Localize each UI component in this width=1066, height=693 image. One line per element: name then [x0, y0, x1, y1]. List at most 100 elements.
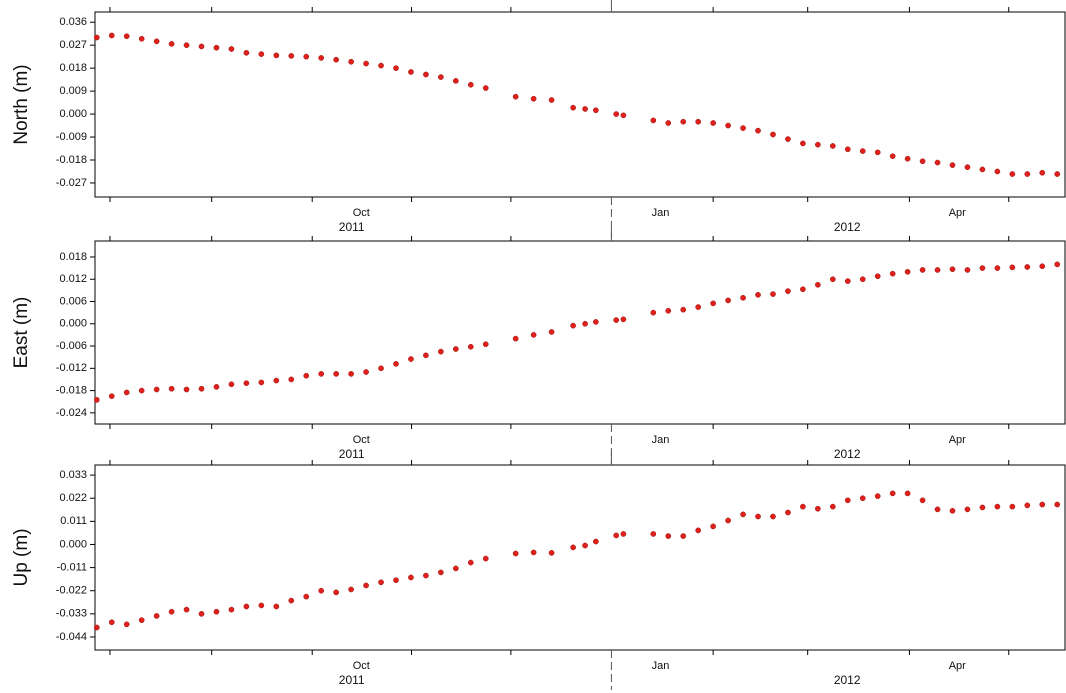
y-tick-label: -0.027 [56, 177, 87, 189]
data-point [770, 131, 776, 138]
data-point [919, 497, 926, 504]
data-point [452, 565, 459, 572]
data-point [258, 51, 265, 57]
data-point [378, 365, 384, 372]
data-point [258, 602, 265, 609]
data-point [570, 322, 576, 329]
data-point [1009, 171, 1016, 177]
data-point [593, 107, 599, 114]
data-point [183, 606, 190, 613]
data-point [1039, 501, 1046, 508]
data-point [949, 507, 956, 514]
data-point [198, 43, 205, 50]
data-point [213, 384, 220, 390]
data-point [1039, 169, 1046, 176]
data-point [213, 608, 220, 615]
data-point [815, 281, 821, 288]
data-point [530, 549, 537, 556]
data-point [333, 589, 340, 596]
data-point [348, 371, 354, 377]
data-point [408, 356, 414, 362]
data-point [695, 118, 702, 125]
x-tick-label: Jan [652, 434, 670, 446]
data-point [785, 509, 791, 516]
data-point [123, 389, 130, 396]
data-point [665, 120, 672, 126]
data-point [512, 550, 519, 557]
data-point [979, 166, 986, 173]
data-point [168, 608, 175, 615]
data-point [243, 49, 250, 56]
data-point [288, 376, 295, 383]
data-point [438, 74, 444, 80]
data-point [964, 506, 971, 513]
data-point [770, 513, 776, 520]
data-point [318, 371, 325, 377]
y-tick-label: -0.024 [56, 407, 87, 419]
data-point [363, 60, 369, 67]
x-tick-label: Oct [353, 434, 370, 446]
data-point [613, 317, 620, 323]
data-point [620, 531, 627, 537]
y-tick-label: -0.018 [56, 384, 87, 396]
year-label: 2012 [834, 673, 861, 687]
data-point [1009, 503, 1016, 510]
data-point [650, 309, 657, 316]
y-tick-label: 0.022 [59, 492, 87, 504]
data-point [844, 278, 851, 284]
plot-frame [94, 464, 1066, 651]
data-point [755, 513, 761, 520]
data-point [378, 579, 384, 586]
data-point [482, 85, 489, 91]
x-tick-label: Oct [353, 207, 370, 219]
y-tick-label: 0.009 [59, 85, 87, 97]
data-point [740, 511, 746, 518]
data-point [1039, 263, 1046, 270]
data-point [815, 505, 821, 512]
y-axis-label: North (m) [11, 64, 32, 144]
data-point [548, 329, 555, 335]
data-point [1024, 264, 1031, 270]
data-point [243, 380, 250, 387]
data-point [423, 352, 429, 359]
data-point [994, 265, 1001, 271]
data-point [1054, 501, 1061, 508]
data-point [904, 490, 911, 497]
data-point [467, 81, 474, 88]
data-point [378, 62, 384, 69]
data-point [680, 533, 687, 539]
data-point [740, 294, 746, 301]
data-point [243, 603, 250, 610]
data-point [934, 506, 941, 513]
data-point [93, 624, 100, 631]
data-point [964, 164, 971, 170]
data-point [829, 143, 836, 149]
data-point [198, 385, 205, 392]
year-label: 2011 [339, 673, 365, 687]
y-tick-label: -0.011 [57, 561, 87, 573]
data-point [904, 155, 911, 162]
data-point [859, 148, 866, 154]
data-point [228, 381, 235, 388]
data-point [348, 586, 354, 593]
plot-frame [94, 240, 1066, 425]
year-label: 2011 [339, 220, 365, 234]
y-tick-label: 0.000 [59, 538, 87, 550]
data-point [770, 291, 776, 297]
data-point [695, 304, 702, 310]
data-point [800, 286, 806, 293]
data-point [710, 120, 716, 126]
data-point [183, 386, 190, 393]
data-point [815, 141, 821, 148]
data-point [530, 332, 537, 338]
y-tick-label: -0.009 [56, 131, 87, 143]
data-point [198, 610, 205, 617]
data-point [1054, 261, 1061, 268]
data-point [570, 544, 576, 551]
data-point [452, 78, 459, 84]
data-point [829, 276, 836, 283]
data-point [570, 104, 576, 111]
y-tick-label: -0.022 [56, 585, 87, 597]
data-point [755, 127, 761, 134]
